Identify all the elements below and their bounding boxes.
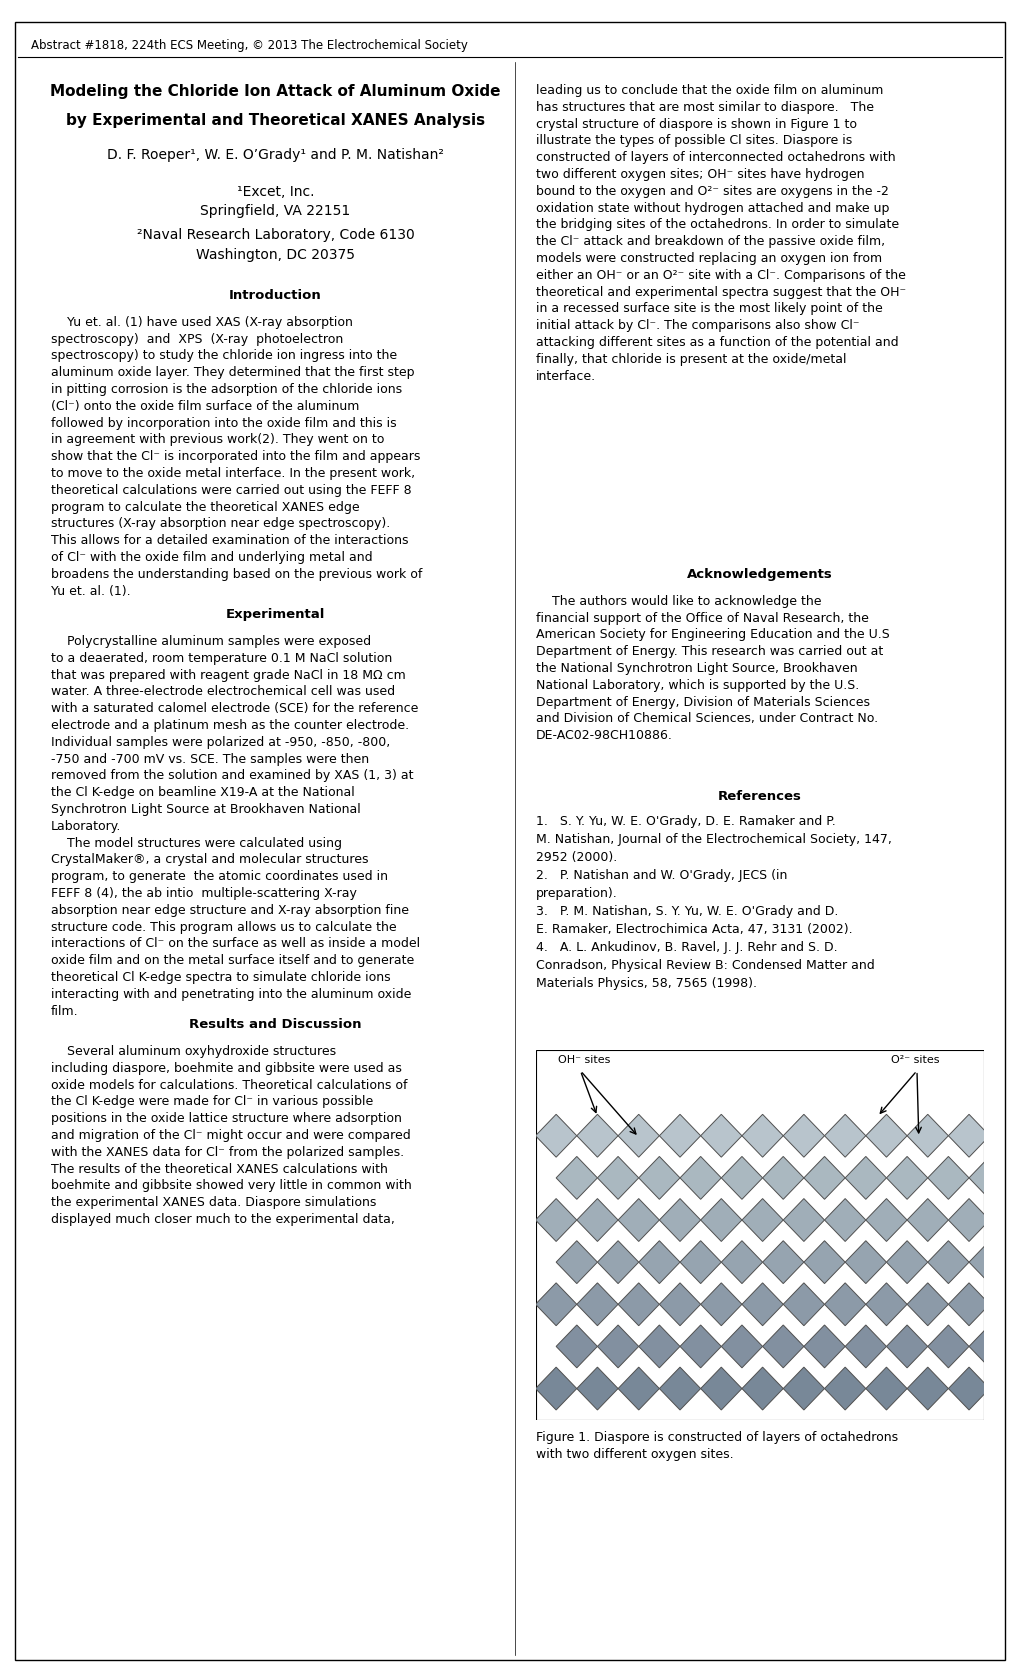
Polygon shape xyxy=(555,1242,597,1284)
Polygon shape xyxy=(906,1368,948,1410)
Polygon shape xyxy=(865,1368,906,1410)
Polygon shape xyxy=(906,1198,948,1242)
Polygon shape xyxy=(638,1326,680,1368)
Polygon shape xyxy=(906,1114,948,1158)
Text: The authors would like to acknowledge the
financial support of the Office of Nav: The authors would like to acknowledge th… xyxy=(535,595,889,743)
Polygon shape xyxy=(823,1368,865,1410)
Polygon shape xyxy=(555,1156,597,1200)
Polygon shape xyxy=(597,1326,638,1368)
Text: leading us to conclude that the oxide film on aluminum
has structures that are m: leading us to conclude that the oxide fi… xyxy=(535,84,905,383)
Polygon shape xyxy=(720,1242,762,1284)
Text: Introduction: Introduction xyxy=(229,289,321,302)
Polygon shape xyxy=(803,1156,845,1200)
Polygon shape xyxy=(762,1156,803,1200)
Polygon shape xyxy=(968,1326,1010,1368)
Text: Modeling the Chloride Ion Attack of Aluminum Oxide: Modeling the Chloride Ion Attack of Alum… xyxy=(50,84,500,99)
Polygon shape xyxy=(618,1368,658,1410)
Polygon shape xyxy=(618,1284,658,1326)
Polygon shape xyxy=(783,1198,823,1242)
Polygon shape xyxy=(638,1242,680,1284)
Polygon shape xyxy=(597,1156,638,1200)
Polygon shape xyxy=(762,1326,803,1368)
Polygon shape xyxy=(948,1368,988,1410)
Polygon shape xyxy=(783,1284,823,1326)
Text: Results and Discussion: Results and Discussion xyxy=(189,1018,362,1032)
Polygon shape xyxy=(803,1242,845,1284)
Text: Several aluminum oxyhydroxide structures
including diaspore, boehmite and gibbsi: Several aluminum oxyhydroxide structures… xyxy=(51,1045,412,1226)
Polygon shape xyxy=(658,1114,700,1158)
Text: Experimental: Experimental xyxy=(225,608,325,622)
Polygon shape xyxy=(823,1284,865,1326)
Text: Polycrystalline aluminum samples were exposed
to a deaerated, room temperature 0: Polycrystalline aluminum samples were ex… xyxy=(51,635,420,1018)
Polygon shape xyxy=(700,1368,741,1410)
Polygon shape xyxy=(886,1156,927,1200)
Polygon shape xyxy=(535,1368,576,1410)
Polygon shape xyxy=(845,1326,886,1368)
Text: by Experimental and Theoretical XANES Analysis: by Experimental and Theoretical XANES An… xyxy=(66,113,484,128)
Polygon shape xyxy=(948,1284,988,1326)
Polygon shape xyxy=(741,1114,783,1158)
Text: Figure 1. Diaspore is constructed of layers of octahedrons
with two different ox: Figure 1. Diaspore is constructed of lay… xyxy=(535,1431,897,1462)
Polygon shape xyxy=(741,1198,783,1242)
Polygon shape xyxy=(535,1114,576,1158)
Polygon shape xyxy=(576,1198,618,1242)
Polygon shape xyxy=(555,1326,597,1368)
Polygon shape xyxy=(700,1114,741,1158)
Polygon shape xyxy=(845,1242,886,1284)
Text: Acknowledgements: Acknowledgements xyxy=(687,568,832,581)
Polygon shape xyxy=(968,1156,1010,1200)
Polygon shape xyxy=(927,1242,968,1284)
Polygon shape xyxy=(576,1114,618,1158)
Polygon shape xyxy=(948,1114,988,1158)
Polygon shape xyxy=(658,1198,700,1242)
Polygon shape xyxy=(906,1284,948,1326)
Polygon shape xyxy=(576,1368,618,1410)
Polygon shape xyxy=(658,1368,700,1410)
Text: OH⁻ sites: OH⁻ sites xyxy=(557,1055,609,1065)
Text: Yu et. al. (1) have used XAS (X-ray absorption
spectroscopy)  and  XPS  (X-ray  : Yu et. al. (1) have used XAS (X-ray abso… xyxy=(51,316,422,598)
Polygon shape xyxy=(845,1156,886,1200)
Polygon shape xyxy=(680,1156,720,1200)
Polygon shape xyxy=(968,1242,1010,1284)
Polygon shape xyxy=(823,1198,865,1242)
Polygon shape xyxy=(948,1198,988,1242)
Polygon shape xyxy=(680,1242,720,1284)
Polygon shape xyxy=(700,1284,741,1326)
Polygon shape xyxy=(783,1114,823,1158)
Polygon shape xyxy=(803,1326,845,1368)
Text: ²Naval Research Laboratory, Code 6130
Washington, DC 20375: ²Naval Research Laboratory, Code 6130 Wa… xyxy=(137,228,414,262)
Polygon shape xyxy=(700,1198,741,1242)
Polygon shape xyxy=(865,1284,906,1326)
Polygon shape xyxy=(720,1326,762,1368)
Polygon shape xyxy=(658,1284,700,1326)
Polygon shape xyxy=(741,1368,783,1410)
Polygon shape xyxy=(762,1242,803,1284)
Polygon shape xyxy=(576,1284,618,1326)
Polygon shape xyxy=(597,1242,638,1284)
Text: O²⁻ sites: O²⁻ sites xyxy=(890,1055,938,1065)
Polygon shape xyxy=(886,1326,927,1368)
Polygon shape xyxy=(720,1156,762,1200)
Text: 1.   S. Y. Yu, W. E. O'Grady, D. E. Ramaker and P.
M. Natishan, Journal of the E: 1. S. Y. Yu, W. E. O'Grady, D. E. Ramake… xyxy=(535,815,891,990)
Polygon shape xyxy=(638,1156,680,1200)
Polygon shape xyxy=(618,1198,658,1242)
Polygon shape xyxy=(618,1114,658,1158)
Polygon shape xyxy=(823,1114,865,1158)
Text: D. F. Roeper¹, W. E. O’Grady¹ and P. M. Natishan²: D. F. Roeper¹, W. E. O’Grady¹ and P. M. … xyxy=(107,148,443,161)
Polygon shape xyxy=(927,1156,968,1200)
Polygon shape xyxy=(783,1368,823,1410)
Polygon shape xyxy=(886,1242,927,1284)
Polygon shape xyxy=(535,1284,576,1326)
Text: Abstract #1818, 224th ECS Meeting, © 2013 The Electrochemical Society: Abstract #1818, 224th ECS Meeting, © 201… xyxy=(31,39,467,52)
Text: References: References xyxy=(717,790,801,803)
Polygon shape xyxy=(680,1326,720,1368)
Polygon shape xyxy=(865,1114,906,1158)
Polygon shape xyxy=(535,1198,576,1242)
Polygon shape xyxy=(865,1198,906,1242)
Text: ¹Excet, Inc.
Springfield, VA 22151: ¹Excet, Inc. Springfield, VA 22151 xyxy=(200,185,351,218)
Polygon shape xyxy=(927,1326,968,1368)
Polygon shape xyxy=(741,1284,783,1326)
